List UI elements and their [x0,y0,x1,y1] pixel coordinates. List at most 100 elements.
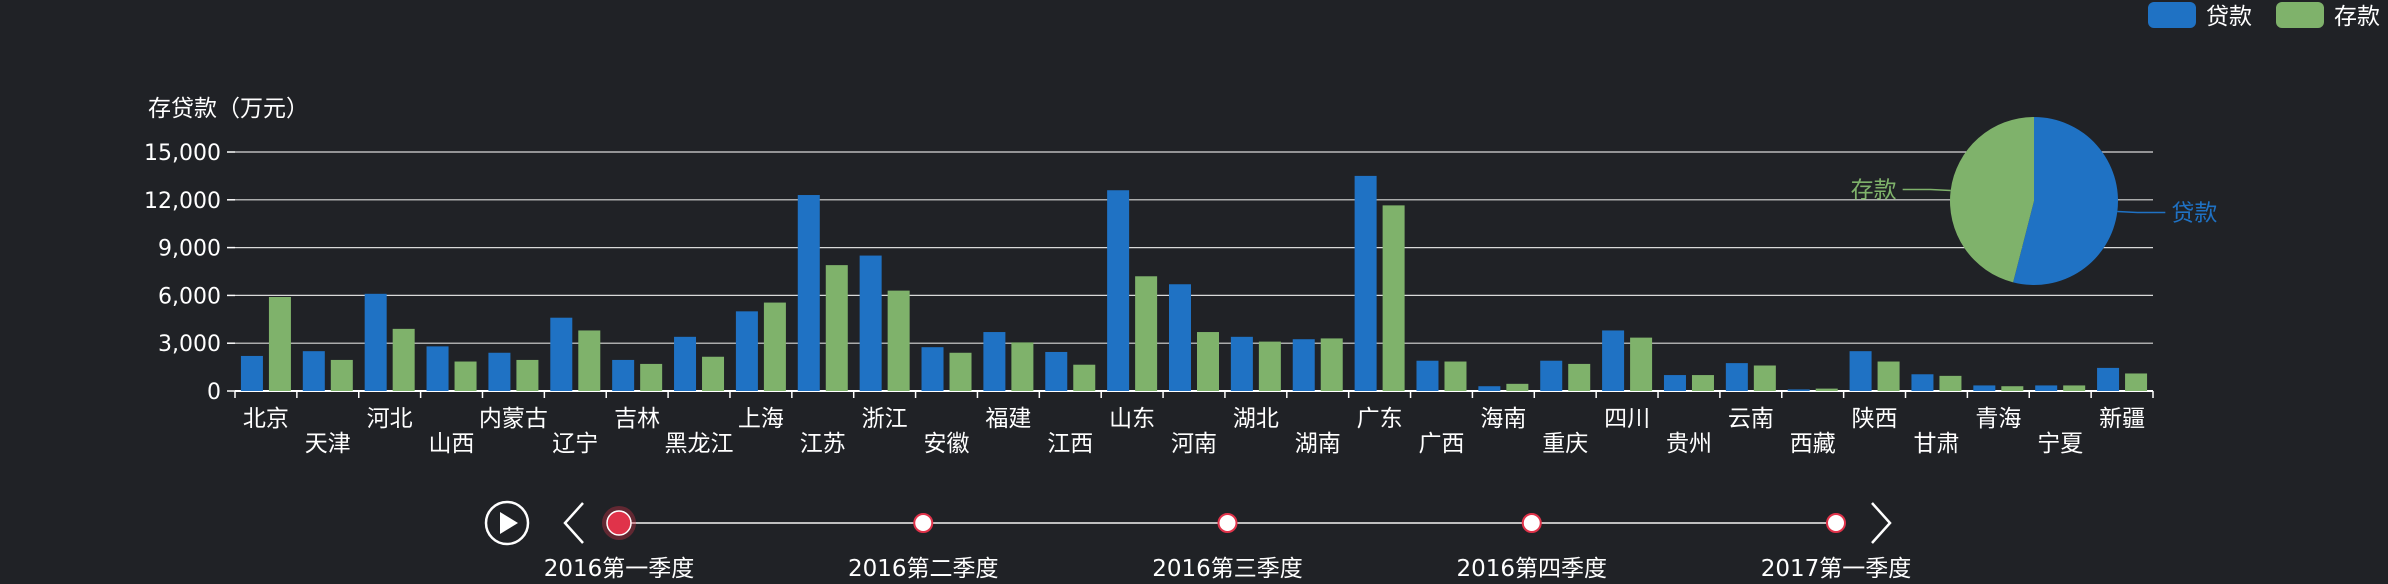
y-tick-label: 6,000 [158,284,221,309]
timeline-point[interactable] [1521,513,1542,533]
bar-loan[interactable] [1849,351,1872,391]
bar-deposit[interactable] [1258,341,1281,391]
bar-loan[interactable] [1540,360,1563,391]
x-tick-label: 内蒙古 [479,406,548,432]
bar-deposit[interactable] [1135,276,1158,391]
bar-deposit[interactable] [1939,375,1962,391]
bar-deposit[interactable] [702,356,725,391]
x-tick-label: 广东 [1357,406,1403,432]
timeline-label[interactable]: 2016第一季度 [544,556,695,582]
bar-deposit[interactable] [1815,388,1838,391]
bar-deposit[interactable] [1197,332,1219,391]
pie-label-leader [2117,210,2166,214]
bar-loan[interactable] [1230,336,1253,391]
bar-loan[interactable] [1787,389,1810,391]
x-axis: 北京天津河北山西内蒙古辽宁吉林黑龙江上海江苏浙江安徽福建江西山东河南湖北湖南广东… [234,391,2154,457]
legend-item-loan[interactable]: 贷款 [2148,2,2252,30]
bar-deposit[interactable] [578,330,601,391]
timeline-point[interactable] [1826,513,1846,533]
bar-loan[interactable] [1045,351,1068,391]
timeline-point[interactable] [1217,513,1238,533]
bar-loan[interactable] [2035,385,2058,391]
bar-loan[interactable] [2097,367,2120,391]
bar-deposit[interactable] [1753,365,1776,391]
x-tick-label: 河南 [1171,431,1217,457]
bar-loan[interactable] [797,195,820,391]
bar-loan[interactable] [1911,374,1934,391]
bar-loan[interactable] [674,336,697,391]
bar-loan[interactable] [1973,385,1996,391]
pie-slice-loan[interactable] [2013,117,2118,285]
bar-deposit[interactable] [454,361,477,391]
x-tick-label: 青海 [1975,406,2021,432]
timeline-label[interactable]: 2017第一季度 [1761,556,1912,582]
bar-deposit[interactable] [763,302,786,391]
bar-loan[interactable] [612,359,635,391]
bar-deposit[interactable] [1011,342,1034,391]
bar-loan[interactable] [1663,375,1686,391]
bar-deposit[interactable] [1568,363,1591,391]
bar-deposit[interactable] [1073,364,1096,391]
bar-loan[interactable] [1478,386,1501,391]
bar-loan[interactable] [983,332,1006,391]
y-tick-label: 9,000 [158,237,221,262]
bar-loan[interactable] [1169,284,1191,391]
timeline-label[interactable]: 2016第四季度 [1456,556,1607,582]
chevron-right-icon[interactable] [1871,502,1892,544]
bar-deposit[interactable] [1877,361,1900,391]
bar-deposit[interactable] [1320,338,1343,391]
bar-deposit[interactable] [1506,383,1529,391]
bar-deposit[interactable] [392,328,415,391]
bar-deposit[interactable] [825,265,848,391]
bars [240,175,2148,391]
bar-loan[interactable] [1107,190,1130,391]
bar-loan[interactable] [302,351,325,391]
bar-loan[interactable] [859,255,882,391]
bar-loan[interactable] [1292,339,1315,391]
timeline-point[interactable] [913,513,934,533]
x-tick-label: 宁夏 [2037,431,2083,457]
x-tick-label: 海南 [1480,406,1526,432]
bar-loan[interactable] [240,355,263,391]
play-button[interactable] [484,500,530,546]
x-tick-label: 江西 [1047,431,1093,457]
legend: 贷款 存款 [2148,2,2380,30]
bar-deposit[interactable] [268,296,291,391]
bar-deposit[interactable] [949,352,972,391]
bar-loan[interactable] [1354,175,1377,391]
bar-deposit[interactable] [640,363,663,391]
bar-loan[interactable] [426,346,449,391]
bar-loan[interactable] [364,293,387,391]
x-tick-label: 北京 [243,406,289,432]
bar-deposit[interactable] [887,290,910,391]
bar-loan[interactable] [488,352,511,391]
bar-deposit[interactable] [2125,373,2148,391]
legend-label-loan: 贷款 [2206,4,2252,30]
bar-deposit[interactable] [1444,361,1467,391]
bar-loan[interactable] [1416,360,1439,391]
x-tick-label: 福建 [985,406,1031,432]
bar-deposit[interactable] [516,359,539,391]
bar-deposit[interactable] [1630,337,1653,391]
bar-loan[interactable] [1725,363,1748,391]
timeline-point-active[interactable] [606,510,632,536]
bar-loan[interactable] [921,347,944,391]
x-tick-label: 山西 [429,431,475,457]
timeline-label[interactable]: 2016第三季度 [1152,556,1303,582]
bar-deposit[interactable] [1382,205,1405,391]
legend-item-deposit[interactable]: 存款 [2276,2,2380,30]
bar-loan[interactable] [735,311,758,391]
x-tick-label: 山东 [1109,406,1155,432]
bar-deposit[interactable] [330,359,353,391]
bar-loan[interactable] [1602,330,1625,391]
bar-deposit[interactable] [2001,386,2024,391]
pie-slice-deposit[interactable] [1950,117,2034,283]
timeline-label[interactable]: 2016第二季度 [848,556,999,582]
timeline-points: 2016第一季度 2016第二季度 2016第三季度 2016第四季度 2017第一季度 [544,506,1912,582]
pie-label-leader [1902,188,1951,192]
bar-deposit[interactable] [2063,385,2086,391]
chevron-left-icon[interactable] [563,502,584,544]
bar-deposit[interactable] [1691,375,1714,391]
bar-loan[interactable] [550,317,573,391]
timeline: 2016第一季度 2016第二季度 2016第三季度 2016第四季度 2017第一季度 [484,500,1912,582]
